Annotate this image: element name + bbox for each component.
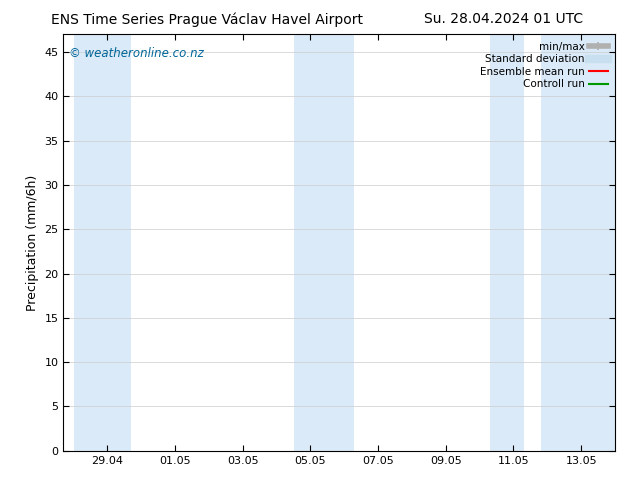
Bar [74,34,131,451]
Text: Su. 28.04.2024 01 UTC: Su. 28.04.2024 01 UTC [424,12,583,26]
Text: © weatheronline.co.nz: © weatheronline.co.nz [69,47,204,60]
Legend: min/max, Standard deviation, Ensemble mean run, Controll run: min/max, Standard deviation, Ensemble me… [478,40,610,92]
Bar [541,34,615,451]
Y-axis label: Precipitation (mm/6h): Precipitation (mm/6h) [26,174,39,311]
Bar [490,34,524,451]
Bar [294,34,354,451]
Text: ENS Time Series Prague Václav Havel Airport: ENS Time Series Prague Václav Havel Airp… [51,12,363,27]
